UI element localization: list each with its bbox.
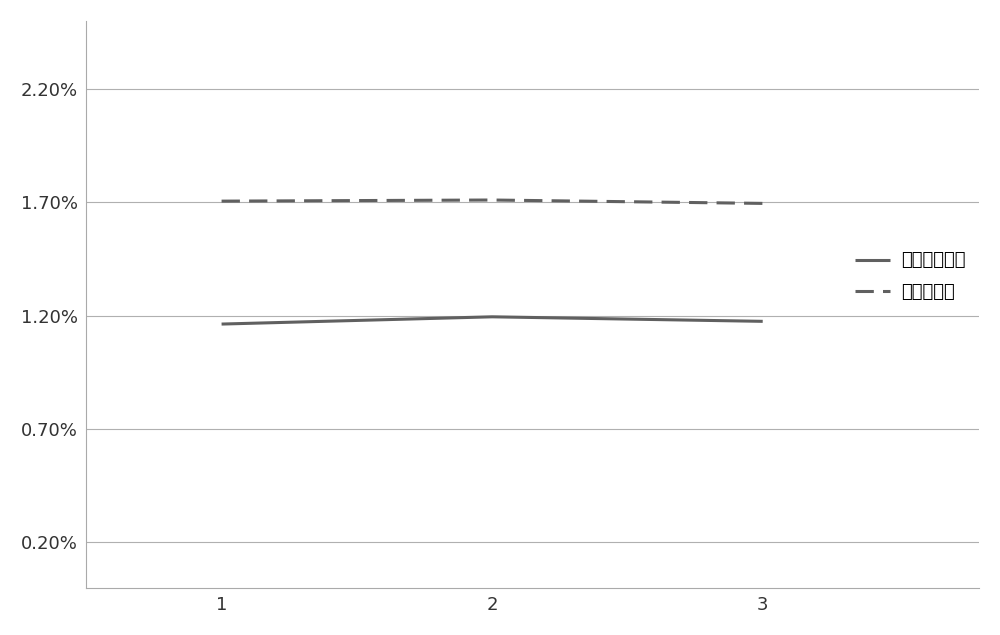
- Legend: 未打开离子源, 打开离子源: 未打开离子源, 打开离子源: [848, 244, 972, 308]
- 未打开离子源: [216, 320, 228, 328]
- Line: 未打开离子源: 未打开离子源: [222, 317, 763, 324]
- 打开离子源: [216, 197, 228, 205]
- Line: 打开离子源: 打开离子源: [222, 200, 763, 203]
- 打开离子源: [757, 199, 769, 207]
- 未打开离子源: [757, 318, 769, 325]
- 打开离子源: [486, 196, 498, 204]
- 未打开离子源: [486, 313, 498, 321]
